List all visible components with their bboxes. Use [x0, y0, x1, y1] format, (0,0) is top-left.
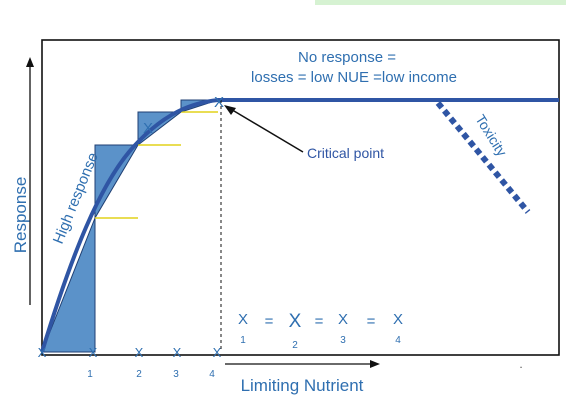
axis-marker-4: X	[213, 345, 222, 360]
critical-point-arrow	[228, 107, 304, 153]
equation-x4: X	[393, 311, 403, 328]
axis-marker-origin: X	[38, 345, 47, 360]
step-region-3	[137, 111, 183, 147]
tick-label-3: 3	[173, 369, 179, 380]
tick-label-4: 4	[209, 369, 215, 380]
equation-x2: X	[289, 311, 302, 332]
x-axis-arrowhead	[370, 360, 380, 368]
response-curve	[40, 98, 559, 353]
equation-sub-3: 3	[340, 335, 346, 346]
tick-label-1: 1	[87, 369, 93, 380]
equation-x3: X	[338, 311, 348, 328]
equation-sub-2: 2	[292, 340, 298, 351]
equation-equals-2: =	[315, 313, 324, 330]
axis-marker-3: X	[173, 345, 182, 360]
axis-marker-2: X	[135, 345, 144, 360]
stray-dot: .	[519, 357, 522, 371]
curve-marker-4: X	[214, 94, 224, 111]
critical-point-arrowhead	[224, 105, 236, 115]
equation-x1: X	[238, 311, 248, 328]
plot-frame	[41, 39, 560, 356]
critical-point-label: Critical point	[307, 145, 384, 161]
x-axis-label: Limiting Nutrient	[241, 376, 364, 395]
equation-sub-1: 1	[240, 335, 246, 346]
top-decorative-band	[315, 0, 566, 5]
y-axis-arrowhead	[26, 57, 34, 67]
no-response-line-1: No response =	[298, 49, 396, 66]
toxicity-line	[435, 101, 531, 214]
equation-equals-1: =	[265, 313, 274, 330]
step-region-1	[41, 217, 96, 353]
curve-marker-3: X	[143, 120, 153, 137]
y-axis-label: Response	[11, 177, 30, 254]
equation-sub-4: 4	[395, 335, 401, 346]
no-response-line-2: losses = low NUE =low income	[251, 69, 457, 86]
step-region-2	[94, 144, 139, 220]
axis-marker-1: X	[89, 345, 98, 360]
equation-equals-3: =	[367, 313, 376, 330]
tick-label-2: 2	[136, 369, 142, 380]
